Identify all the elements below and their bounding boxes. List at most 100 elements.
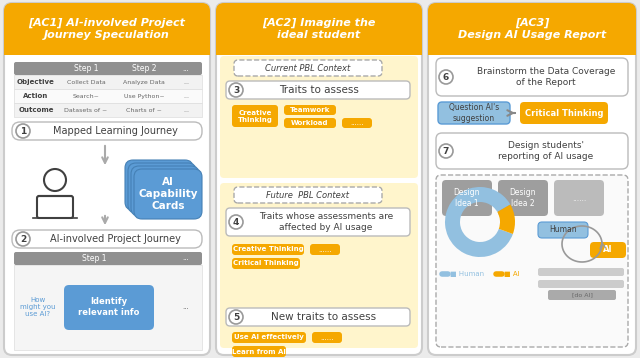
Text: Step 1: Step 1 [74,64,99,73]
Text: Learn from AI: Learn from AI [232,348,286,354]
Text: Identify
relevant info: Identify relevant info [78,297,140,317]
FancyBboxPatch shape [520,102,608,124]
Text: Question AI's
suggestion: Question AI's suggestion [449,103,499,123]
FancyBboxPatch shape [14,62,202,75]
Text: 1: 1 [20,126,26,135]
FancyBboxPatch shape [442,180,492,216]
Text: Teamwork: Teamwork [290,107,330,113]
Text: [AC1] AI-involved Project
Journey Speculation: [AC1] AI-involved Project Journey Specul… [29,18,186,40]
Bar [14,75,202,89]
Text: Current PBL Context: Current PBL Context [266,63,351,73]
Text: Critical Thinking: Critical Thinking [233,261,299,266]
Text: ...: ... [182,66,189,72]
Circle shape [439,144,453,158]
Text: ......: ...... [350,120,364,126]
FancyBboxPatch shape [232,244,304,255]
Text: Design
Idea 2: Design Idea 2 [509,188,536,208]
Text: ......: ...... [572,194,586,203]
Bar [14,89,202,103]
Text: ...: ... [183,107,189,112]
Text: Objective: Objective [17,79,55,85]
FancyBboxPatch shape [310,244,340,255]
FancyBboxPatch shape [128,163,196,213]
Text: Mapped Learning Journey: Mapped Learning Journey [52,126,177,136]
FancyBboxPatch shape [134,169,202,219]
Text: AI-involved Project Journey: AI-involved Project Journey [49,234,180,244]
FancyBboxPatch shape [436,58,628,96]
FancyBboxPatch shape [232,105,278,127]
Text: Design students'
reporting of AI usage: Design students' reporting of AI usage [499,141,594,161]
Text: [do AI]: [do AI] [572,292,593,297]
Circle shape [16,232,30,246]
Text: Brainstorm the Data Coverage
of the Report: Brainstorm the Data Coverage of the Repo… [477,67,615,87]
FancyBboxPatch shape [216,3,422,55]
Circle shape [16,124,30,138]
FancyBboxPatch shape [220,56,418,178]
Text: ...: ... [182,256,189,261]
Text: AI
Capability
Cards: AI Capability Cards [138,178,198,211]
FancyBboxPatch shape [436,175,628,347]
Text: 2: 2 [20,234,26,243]
Text: 7: 7 [443,146,449,155]
Text: Step 2: Step 2 [132,64,156,73]
FancyBboxPatch shape [232,258,300,269]
FancyBboxPatch shape [554,180,604,216]
Circle shape [439,70,453,84]
Text: Search~: Search~ [72,93,99,98]
Text: Traits whose assessments are
affected by AI usage: Traits whose assessments are affected by… [259,212,393,232]
Text: 5: 5 [233,313,239,321]
FancyBboxPatch shape [428,3,636,355]
Circle shape [44,169,66,191]
FancyBboxPatch shape [538,268,624,276]
FancyBboxPatch shape [12,230,202,248]
Text: 6: 6 [443,73,449,82]
Circle shape [229,83,243,97]
FancyBboxPatch shape [220,183,418,348]
FancyBboxPatch shape [216,41,422,55]
Bar [14,265,202,350]
Text: How
might you
use AI?: How might you use AI? [20,297,56,317]
FancyBboxPatch shape [538,280,624,288]
Text: Design
Idea 1: Design Idea 1 [454,188,480,208]
FancyBboxPatch shape [131,166,199,216]
Text: Human: Human [549,226,577,234]
Text: ■ AI: ■ AI [504,271,520,277]
Text: AI: AI [604,246,612,255]
FancyBboxPatch shape [590,242,626,258]
FancyBboxPatch shape [428,41,636,55]
FancyBboxPatch shape [4,41,210,55]
FancyBboxPatch shape [436,133,628,169]
FancyBboxPatch shape [538,222,588,238]
FancyBboxPatch shape [284,105,336,115]
Text: 3: 3 [233,86,239,95]
Text: Datasets of ~: Datasets of ~ [65,107,108,112]
Text: Workload: Workload [291,120,329,126]
FancyBboxPatch shape [64,285,154,330]
Text: Collect Data: Collect Data [67,79,106,84]
FancyBboxPatch shape [14,252,202,265]
Circle shape [229,310,243,324]
Text: Traits to assess: Traits to assess [279,85,359,95]
FancyBboxPatch shape [226,308,410,326]
FancyBboxPatch shape [548,290,616,300]
Text: 4: 4 [233,218,239,227]
Text: ...: ... [182,304,189,310]
FancyBboxPatch shape [37,196,73,218]
Text: ......: ...... [320,334,333,340]
FancyBboxPatch shape [234,187,382,203]
Text: Future  PBL Context: Future PBL Context [266,190,349,199]
FancyBboxPatch shape [125,160,193,210]
Wedge shape [497,204,515,234]
Text: Step 1: Step 1 [82,254,106,263]
Text: Critical Thinking: Critical Thinking [525,108,604,117]
FancyBboxPatch shape [438,102,510,124]
Text: ...: ... [183,79,189,84]
FancyBboxPatch shape [226,208,410,236]
Wedge shape [445,187,513,257]
Text: ......: ...... [318,247,332,252]
Text: [AC2] Imagine the
ideal student: [AC2] Imagine the ideal student [262,18,376,40]
FancyBboxPatch shape [232,332,306,343]
FancyBboxPatch shape [12,122,202,140]
Text: Use Python~: Use Python~ [124,93,164,98]
Text: Charts of ~: Charts of ~ [126,107,162,112]
